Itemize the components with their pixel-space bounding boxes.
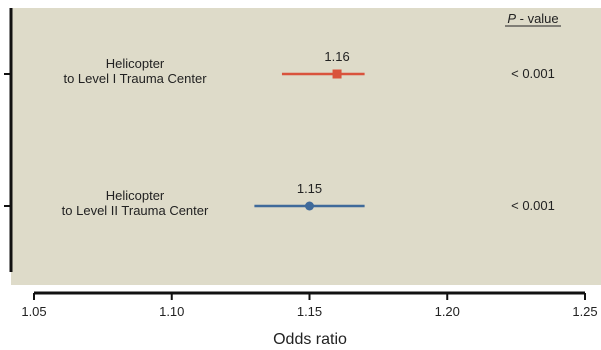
x-tick-labels: 1.05 1.10 1.15 1.20 1.25 <box>21 304 597 319</box>
forest-row: Helicopter to Level I Trauma Center 1.16 < … <box>63 49 554 86</box>
estimate-label: 1.15 <box>297 181 322 196</box>
forest-row: Helicopter to Level II Trauma Center 1.15 <… <box>62 181 555 218</box>
x-tick-label: 1.05 <box>21 304 46 319</box>
row-label-line: to Level I Trauma Center <box>63 71 207 86</box>
estimate-marker <box>305 201 314 211</box>
x-tick-label: 1.20 <box>435 304 460 319</box>
rows: Helicopter to Level I Trauma Center1.16< … <box>62 49 555 218</box>
pvalue-header: P - value <box>505 11 561 27</box>
x-tick-label: 1.15 <box>297 304 322 319</box>
row-label-line: to Level II Trauma Center <box>62 203 209 218</box>
x-axis-ticks <box>33 293 586 300</box>
row-label: Helicopter to Level II Trauma Center <box>62 188 209 218</box>
svg-text:P - value: P - value <box>507 11 558 26</box>
pvalue-header-italic: P <box>507 11 516 26</box>
p-value: < 0.001 <box>511 198 555 213</box>
row-label-line: Helicopter <box>106 56 165 71</box>
pvalue-header-rest: - value <box>516 11 559 26</box>
estimate-label: 1.16 <box>324 49 349 64</box>
x-tick-label: 1.25 <box>572 304 597 319</box>
x-axis-label: Odds ratio <box>273 331 347 348</box>
y-axis-ticks <box>4 73 11 207</box>
row-label: Helicopter to Level I Trauma Center <box>63 56 207 86</box>
row-label-line: Helicopter <box>106 188 165 203</box>
p-value: < 0.001 <box>511 66 555 81</box>
plot-panel <box>11 8 601 285</box>
x-tick-label: 1.10 <box>159 304 184 319</box>
estimate-marker <box>332 69 342 79</box>
